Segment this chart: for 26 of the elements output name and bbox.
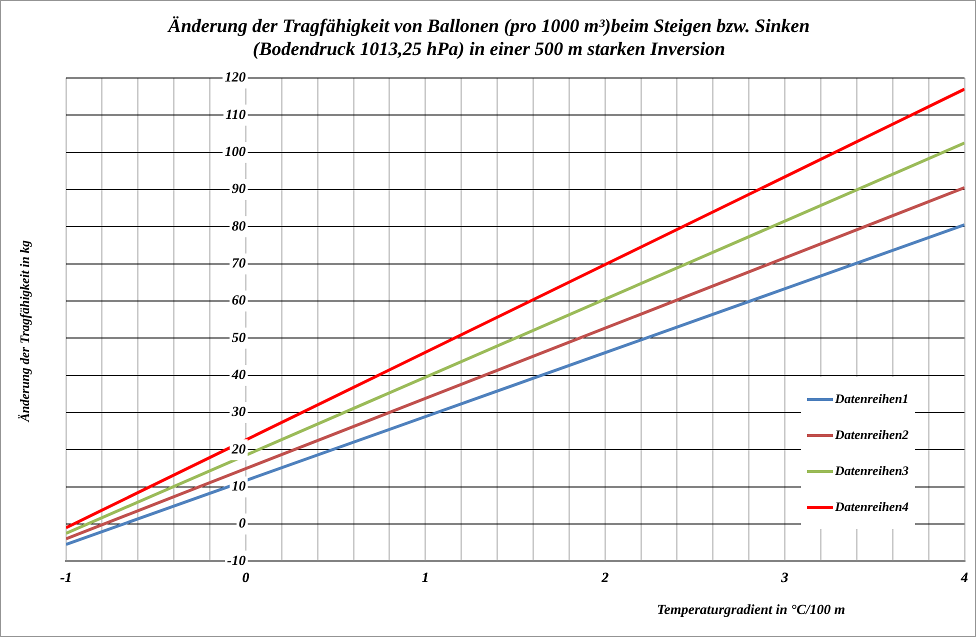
legend-label: Datenreihen1 bbox=[835, 391, 909, 407]
x-tick-label: -1 bbox=[60, 571, 72, 586]
chart-title: Änderung der Tragfähigkeit von Ballonen (pro 1000 m³)beim Steigen bzw. Sinken (Bodendruck 1013,25 hPa) in einer 500 m starken Inversion bbox=[166, 15, 811, 61]
legend-label: Datenreihen2 bbox=[835, 427, 909, 443]
y-tick-label: 30 bbox=[230, 405, 246, 420]
y-tick-label: 90 bbox=[232, 182, 246, 198]
x-tick-label: 2 bbox=[600, 571, 609, 586]
y-tick-label: 20 bbox=[230, 442, 246, 458]
y-tick-label: 80 bbox=[232, 219, 246, 234]
y-tick-label: 50 bbox=[232, 330, 246, 346]
y-tick-label: 70 bbox=[232, 256, 246, 272]
x-axis-title: Temperaturgradient in °C/100 m bbox=[656, 603, 846, 619]
y-tick-label: 60 bbox=[232, 294, 246, 309]
y-tick-label: 110 bbox=[225, 108, 246, 123]
x-tick-label: 1 bbox=[422, 571, 429, 586]
x-tick-label: 4 bbox=[960, 571, 968, 586]
y-tick-label: 40 bbox=[230, 368, 246, 383]
y-axis-title: Änderung der Tragfähigkeit in kg bbox=[17, 240, 33, 422]
legend-label: Datenreihen3 bbox=[835, 463, 909, 479]
y-tick-label: -10 bbox=[227, 554, 246, 569]
y-tick-label: 0 bbox=[238, 516, 246, 532]
y-tick-label: 100 bbox=[224, 144, 246, 160]
legend-label: Datenreihen4 bbox=[835, 499, 909, 515]
x-tick-label: 3 bbox=[780, 571, 788, 586]
y-tick-label: 120 bbox=[224, 70, 246, 86]
y-tick-label: 10 bbox=[232, 479, 246, 494]
